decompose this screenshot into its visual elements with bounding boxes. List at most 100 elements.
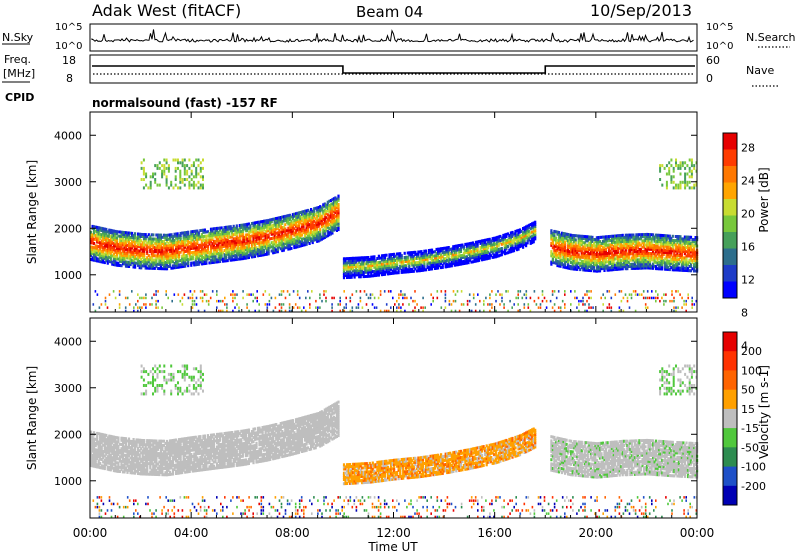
power-echo-cell [187, 257, 190, 261]
power-echo-cell [144, 239, 147, 243]
power-echo-cell [203, 228, 206, 232]
power-echo-cell [209, 238, 213, 242]
power-echo-cell [261, 234, 264, 238]
power-echo-cell [223, 242, 226, 246]
power-echo-cell [121, 241, 125, 245]
power-echo-cell [237, 247, 240, 251]
power-echo-cell [149, 186, 152, 190]
power-echo-cell [156, 233, 159, 237]
power-echo-cell [216, 237, 219, 241]
power-echo-cell [216, 243, 219, 247]
power-echo-cell [196, 231, 199, 235]
power-echo-cell [147, 254, 150, 258]
power-echo-cell [229, 227, 232, 231]
power-echo-cell [249, 234, 252, 238]
power-echo-cell [152, 233, 155, 237]
power-echo-cell [290, 215, 293, 219]
power-echo-cell [275, 225, 278, 229]
power-echo-cell [194, 246, 197, 250]
power-echo-cell [156, 248, 159, 252]
power-echo-cell [223, 244, 226, 248]
power-echo-cell [127, 235, 131, 239]
power-echo-cell [279, 241, 282, 245]
power-echo-cell [256, 252, 260, 256]
power-echo-cell [190, 240, 193, 244]
power-echo-cell [241, 229, 244, 233]
power-echo-cell [273, 219, 276, 223]
power-echo-cell [279, 218, 282, 221]
power-echo-cell [237, 230, 240, 234]
power-echo-cell [219, 260, 222, 263]
power-echo-cell [134, 263, 137, 267]
power-echo-cell [152, 172, 154, 176]
power-echo-cell [127, 260, 131, 264]
power-echo-cell [258, 233, 261, 237]
power-echo-cell [182, 233, 185, 237]
power-echo-cell [307, 213, 310, 217]
power-echo-cell [105, 236, 108, 240]
power-echo-cell [192, 164, 195, 168]
power-echo-cell [244, 233, 247, 237]
power-echo-cell [299, 217, 302, 221]
power-echo-cell [97, 253, 100, 257]
power-echo-cell [273, 236, 276, 240]
power-echo-cell [231, 243, 234, 247]
power-echo-cell [297, 224, 301, 227]
power-echo-cell [291, 231, 294, 235]
power-echo-cell [199, 243, 202, 247]
power-echo-cell [179, 244, 182, 248]
power-echo-cell [237, 253, 240, 257]
power-echo-cell [261, 240, 264, 244]
power-echo-cell [114, 242, 117, 246]
power-echo-cell [100, 241, 103, 245]
power-echo-cell [267, 223, 270, 226]
power-echo-cell [299, 221, 302, 225]
power-echo-cell [153, 237, 156, 241]
power-echo-cell [185, 247, 188, 251]
power-echo-cell [99, 243, 102, 247]
power-echo-cell [124, 260, 128, 264]
power-echo-cell [179, 233, 182, 237]
power-echo-cell [143, 237, 146, 241]
power-echo-cell [249, 239, 252, 242]
power-echo-cell [115, 255, 118, 259]
power-echo-cell [241, 248, 244, 252]
power-noise-cell [145, 306, 147, 309]
power-echo-cell [200, 262, 203, 266]
power-echo-cell [229, 235, 232, 239]
power-echo-cell [250, 228, 254, 232]
power-echo-cell [209, 252, 213, 256]
power-echo-cell [241, 232, 244, 235]
power-echo-cell [212, 244, 216, 248]
power-echo-cell [276, 218, 279, 222]
power-echo-cell [249, 253, 252, 257]
power-echo-cell [307, 223, 310, 227]
power-echo-cell [258, 237, 261, 241]
power-echo-cell [231, 233, 234, 237]
power-echo-cell [131, 236, 134, 240]
power-echo-cell [196, 233, 199, 237]
power-echo-cell [149, 262, 152, 266]
power-echo-cell [100, 229, 103, 232]
power-echo-cell [115, 249, 118, 252]
power-echo-cell [229, 258, 232, 262]
power-echo-cell [106, 251, 109, 255]
power-noise-cell [165, 293, 167, 296]
power-echo-cell [208, 257, 211, 261]
power-echo-cell [214, 231, 217, 235]
power-echo-cell [228, 240, 231, 243]
power-echo-cell [182, 244, 185, 247]
power-echo-cell [163, 158, 166, 162]
power-echo-cell [176, 242, 179, 246]
power-echo-cell [668, 172, 671, 176]
power-echo-cell [158, 237, 161, 241]
power-echo-cell [308, 231, 311, 235]
power-echo-cell [147, 260, 150, 264]
power-echo-cell [263, 221, 266, 225]
power-noise-cell [195, 303, 198, 306]
power-echo-cell [205, 253, 208, 257]
power-echo-cell [99, 255, 102, 259]
power-echo-cell [258, 226, 261, 230]
power-echo-cell [226, 234, 229, 237]
power-echo-cell [183, 166, 186, 170]
